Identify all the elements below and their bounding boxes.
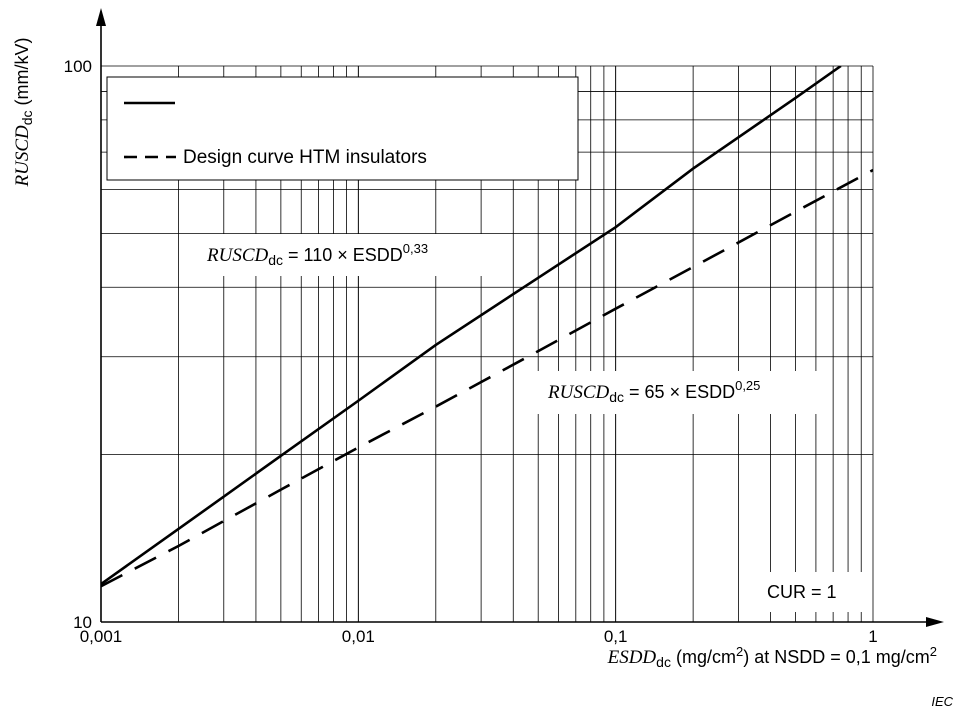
annotation-dashed-equation: RUSCDdc = 65 × ESDD0,25 [531,371,831,414]
annotation-solid-equation: RUSCDdc = 110 × ESDD0,33 [190,234,503,276]
annotation-cur-bg [752,572,864,612]
annotation-solid-text: RUSCDdc = 110 × ESDD0,33 [206,241,428,268]
annotation-solid-bg [190,234,503,276]
legend-label-dashed: Design curve HTM insulators [183,147,427,168]
y-axis-arrow-icon [96,8,106,26]
x-tick-label: 0,01 [342,627,375,646]
y-tick-label: 10 [73,613,92,632]
legend: Design curve HTM insulators [106,76,579,181]
legend-box [106,76,579,181]
tick-labels: 0,001 0,01 0,1 1 10 100 [64,57,878,646]
annotation-cur: CUR = 1 [752,572,864,612]
x-tick-label: 1 [868,627,877,646]
series-line-dashed [101,168,873,588]
x-axis-arrow-icon [926,617,944,627]
annotation-dashed-text: RUSCDdc = 65 × ESDD0,25 [547,378,760,405]
x-tick-label: 0,001 [80,627,123,646]
series-layer [101,66,873,588]
series-line-solid [101,66,842,586]
x-tick-label: 0,1 [604,627,628,646]
annotation-cur-text: CUR = 1 [767,582,837,602]
y-axis-label: RUSCDdc (mm/kV) [12,37,35,187]
iec-watermark: IEC [931,694,953,709]
y-tick-label: 100 [64,57,92,76]
x-axis-label: ESDDdc (mg/cm2) at NSDD = 0,1 mg/cm2 [607,644,937,670]
axes [96,8,944,627]
annotation-dashed-bg [531,371,831,414]
